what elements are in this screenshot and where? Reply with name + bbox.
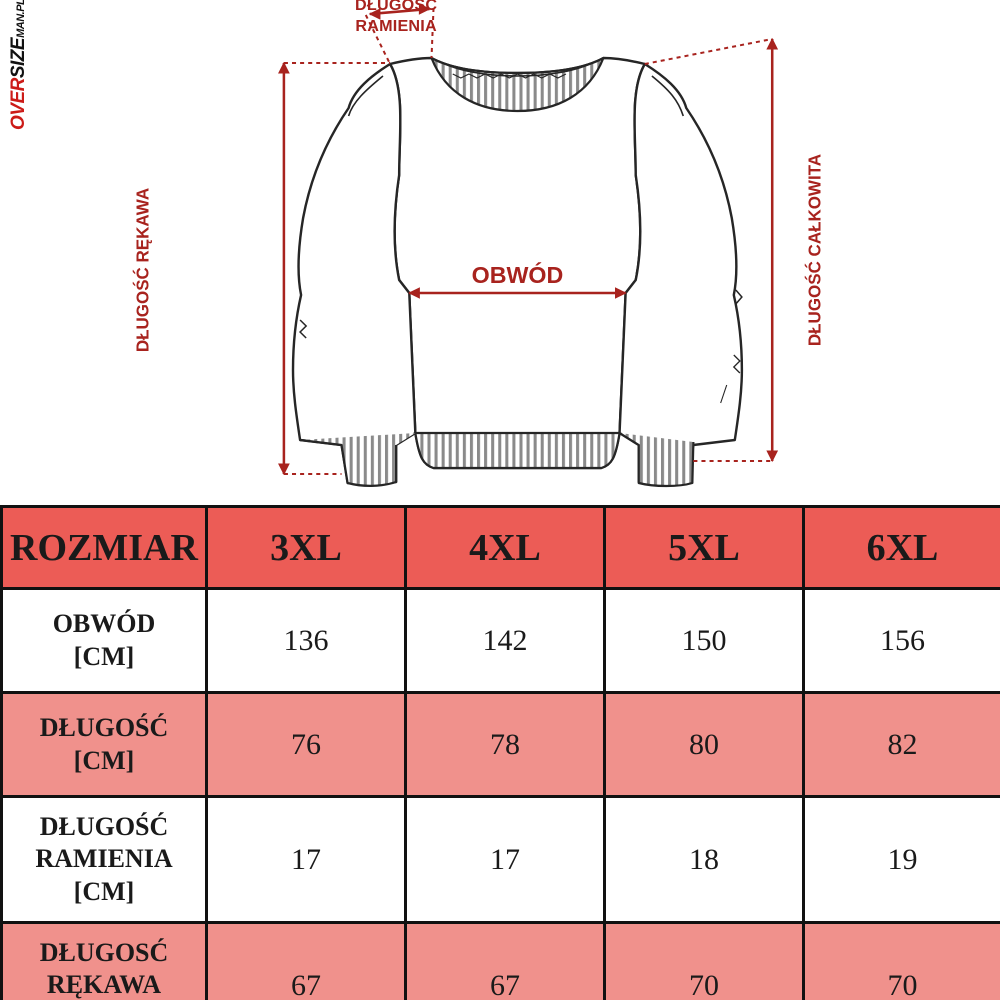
svg-text:OBWÓD: OBWÓD [472,261,564,288]
svg-text:DŁUGOŚĆ RĘKAWA: DŁUGOŚĆ RĘKAWA [133,188,152,352]
svg-text:RAMIENIA: RAMIENIA [355,17,437,35]
svg-text:DŁUGOŚĆ CAŁKOWITA: DŁUGOŚĆ CAŁKOWITA [806,154,825,346]
svg-text:DŁUGOŚĆ: DŁUGOŚĆ [355,0,437,14]
